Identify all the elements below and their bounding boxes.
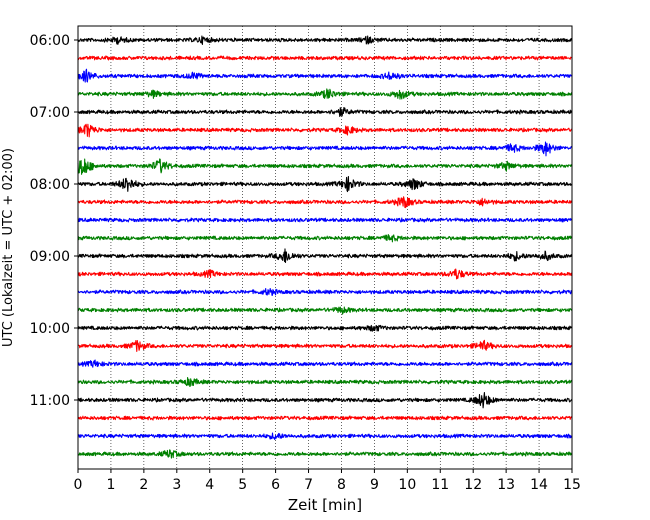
- x-tick-label: 5: [238, 477, 247, 493]
- trace-line: [77, 339, 573, 352]
- trace-line: [77, 248, 573, 264]
- trace-line: [77, 391, 573, 409]
- trace-line: [77, 234, 573, 243]
- y-tick-label: 07:00: [30, 105, 70, 121]
- x-tick-label: 11: [431, 477, 449, 493]
- trace-line: [77, 415, 573, 421]
- x-tick-label: 2: [139, 477, 148, 493]
- x-tick-label: 0: [74, 477, 83, 493]
- x-tick-label: 6: [271, 477, 280, 493]
- trace-group: [77, 35, 573, 459]
- x-tick-label: 8: [337, 477, 346, 493]
- trace-line: [77, 449, 573, 459]
- x-tick-label: 13: [497, 477, 515, 493]
- plot-frame: [77, 25, 573, 470]
- trace-line: [77, 55, 573, 61]
- trace-line: [77, 287, 573, 296]
- y-tick-label: 09:00: [30, 249, 70, 265]
- trace-line: [77, 68, 573, 83]
- x-tick-label: 10: [398, 477, 416, 493]
- x-tick-label: 1: [106, 477, 115, 493]
- y-tick-label: 08:00: [30, 177, 70, 193]
- trace-line: [77, 217, 573, 223]
- trace-line: [77, 432, 573, 441]
- trace-line: [77, 107, 573, 118]
- trace-line: [77, 196, 573, 209]
- trace-line: [77, 359, 573, 368]
- trace-line: [77, 324, 573, 332]
- trace-line: [77, 175, 573, 193]
- x-tick-label: 12: [464, 477, 482, 493]
- trace-line: [77, 123, 573, 138]
- trace-line: [77, 376, 573, 387]
- y-tick-label: 10:00: [30, 321, 70, 337]
- y-axis: 06:00 07:00 08:00 09:00 10:00 11:00: [30, 33, 78, 409]
- x-tick-label: 15: [563, 477, 581, 493]
- trace-line: [77, 268, 573, 280]
- trace-line: [77, 141, 573, 157]
- x-axis: 0 1 2 3 4 5 6 7 8 9 10 11 12 13 14 15: [74, 469, 581, 493]
- trace-line: [77, 158, 573, 175]
- trace-line: [77, 88, 573, 100]
- x-tick-label: 14: [530, 477, 548, 493]
- x-tick-label: 7: [304, 477, 313, 493]
- x-tick-label: 9: [370, 477, 379, 493]
- trace-line: [77, 35, 573, 46]
- grid: [110, 26, 540, 469]
- x-axis-label: Zeit [min]: [288, 496, 362, 514]
- y-tick-label: 11:00: [30, 393, 70, 409]
- x-tick-label: 4: [205, 477, 214, 493]
- x-tick-label: 3: [172, 477, 181, 493]
- trace-line: [77, 306, 573, 315]
- y-tick-label: 06:00: [30, 33, 70, 49]
- y-axis-label: UTC (Lokalzeit = UTC + 02:00): [1, 148, 16, 347]
